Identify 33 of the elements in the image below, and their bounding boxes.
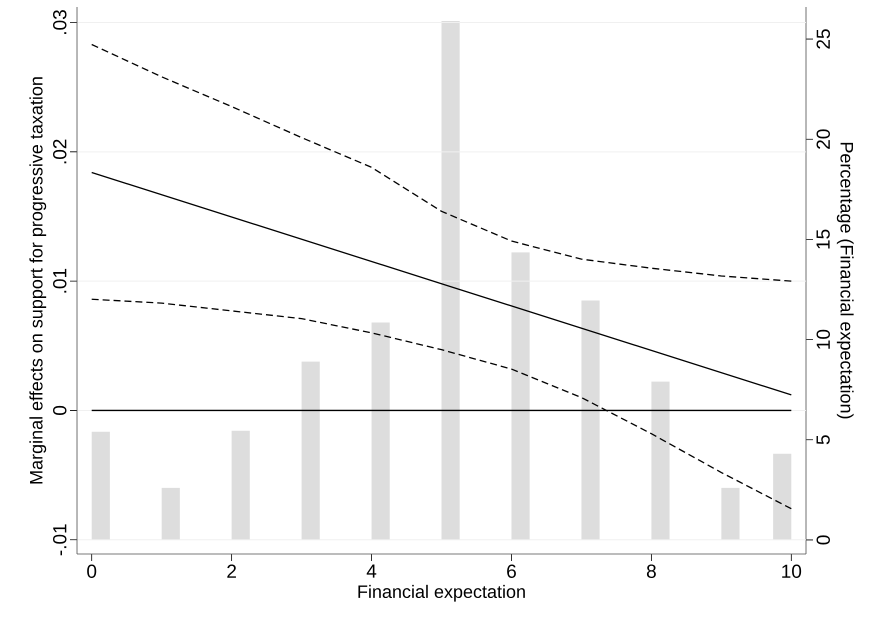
- bar: [773, 454, 792, 540]
- y2-axis-title: Percentage (Financial expectation): [836, 142, 854, 418]
- y-tick-label: .01: [53, 268, 66, 293]
- line-series: [91, 298, 792, 510]
- x-axis-title: Financial expectation: [358, 584, 525, 602]
- x-tick-label: 6: [507, 564, 516, 578]
- bar: [442, 21, 460, 540]
- bar: [581, 300, 600, 540]
- x-tick-label: 10: [782, 564, 802, 578]
- bar: [92, 432, 110, 540]
- y-tick-label: .03: [53, 10, 66, 34]
- y-tick-label: -.01: [53, 524, 66, 556]
- x-tick-label: 4: [366, 564, 376, 578]
- bar: [511, 252, 530, 540]
- x-tick-label: 0: [87, 564, 96, 578]
- y2-tick-label: 5: [816, 435, 830, 444]
- y2-tick-label: 20: [816, 129, 830, 149]
- y2-tick-label: 0: [816, 535, 830, 545]
- y2-tick-label: 25: [816, 29, 830, 49]
- line-series: [91, 44, 792, 282]
- y-tick-label: .02: [53, 140, 66, 164]
- x-tick-label: 8: [646, 564, 656, 578]
- bar: [651, 382, 670, 540]
- bar: [721, 488, 740, 540]
- bar: [162, 488, 180, 540]
- bar: [372, 322, 390, 540]
- bar: [232, 430, 250, 540]
- y-tick-label: 0: [53, 406, 66, 415]
- y-axis-title: Marginal effects on support for progressive taxation: [29, 77, 46, 484]
- y2-tick-label: 10: [816, 330, 830, 349]
- y2-tick-label: 15: [816, 230, 830, 249]
- x-tick-label: 2: [227, 564, 236, 578]
- bar: [302, 362, 320, 540]
